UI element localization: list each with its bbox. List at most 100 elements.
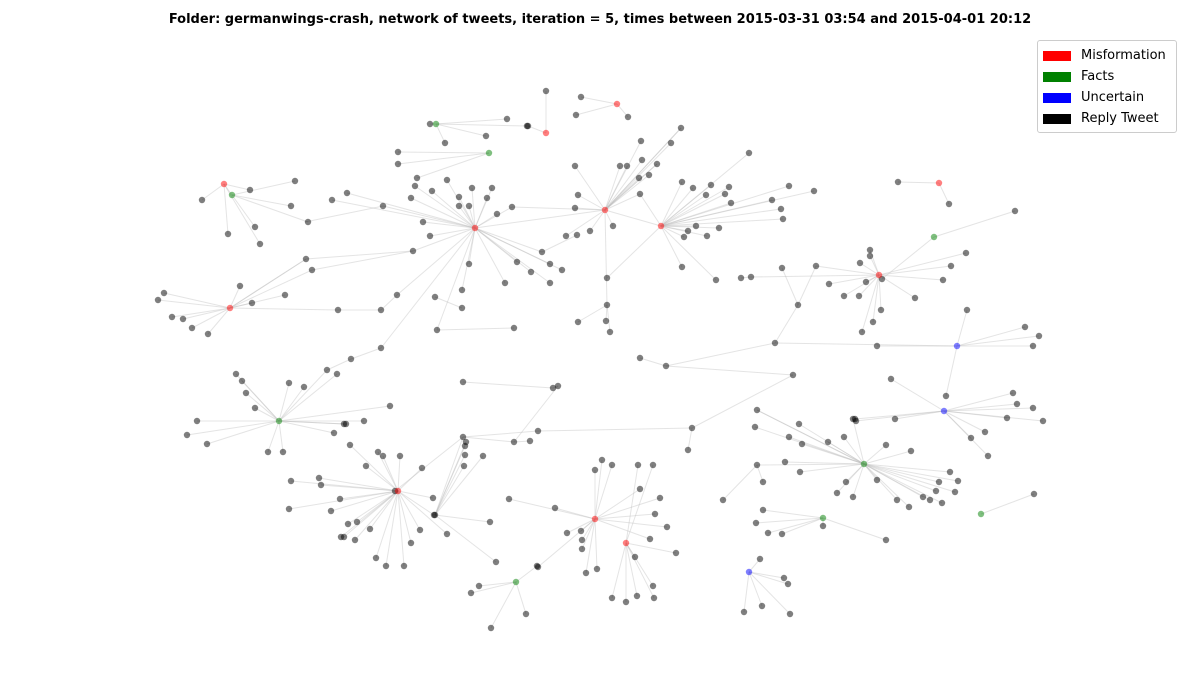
reply-tweet-node bbox=[1009, 389, 1017, 397]
reply-tweet-node bbox=[493, 210, 501, 218]
graph-edge bbox=[660, 202, 732, 227]
reply-tweet-node bbox=[242, 389, 250, 397]
reply-tweet-node bbox=[894, 178, 902, 186]
graph-edge bbox=[468, 205, 476, 229]
reply-tweet-node bbox=[680, 233, 688, 241]
misinformation-tweet-node bbox=[220, 180, 228, 188]
reply-tweet-node bbox=[291, 177, 299, 185]
graph-edge bbox=[863, 463, 956, 493]
reply-tweet-node bbox=[510, 324, 518, 332]
reply-tweet-node bbox=[574, 191, 582, 199]
reply-tweet-node bbox=[198, 196, 206, 204]
graph-edge bbox=[462, 381, 554, 389]
graph-edge bbox=[331, 199, 476, 229]
graph-edge bbox=[577, 304, 608, 323]
reply-tweet-node bbox=[508, 203, 516, 211]
reply-tweet-node bbox=[747, 273, 755, 281]
reply-tweet-node bbox=[684, 227, 692, 235]
reply-tweet-node bbox=[778, 264, 786, 272]
graph-edge bbox=[397, 455, 401, 492]
reply-tweet-node bbox=[824, 438, 832, 446]
reply-tweet-node bbox=[862, 278, 870, 286]
graph-edge bbox=[863, 463, 924, 498]
graph-edge bbox=[318, 477, 399, 492]
graph-edge bbox=[434, 454, 466, 516]
reply-tweet-node bbox=[285, 505, 293, 513]
reply-tweet-node bbox=[753, 406, 761, 414]
reply-tweet-node bbox=[460, 462, 468, 470]
reply-tweet-node bbox=[602, 317, 610, 325]
reply-tweet-node bbox=[251, 404, 259, 412]
node-layer bbox=[154, 87, 1047, 632]
reply-tweet-node bbox=[623, 162, 631, 170]
reply-tweet-node bbox=[855, 292, 863, 300]
graph-edge bbox=[382, 205, 476, 229]
graph-edge bbox=[574, 165, 606, 211]
misinformation-tweet-node bbox=[657, 222, 665, 230]
graph-edge bbox=[431, 190, 476, 229]
reply-tweet-node bbox=[426, 232, 434, 240]
graph-edge bbox=[594, 488, 641, 520]
reply-tweet-node bbox=[939, 276, 947, 284]
graph-edge bbox=[660, 194, 707, 227]
graph-edge bbox=[245, 392, 280, 422]
reply-tweet-node bbox=[327, 507, 335, 515]
graph-edge bbox=[478, 581, 517, 587]
graph-edge bbox=[774, 342, 958, 347]
graph-edge bbox=[611, 542, 627, 599]
reply-tweet-node bbox=[574, 318, 582, 326]
reply-tweet-node bbox=[238, 377, 246, 385]
graph-edge bbox=[748, 571, 763, 607]
graph-edge bbox=[410, 197, 476, 229]
reply-tweet-node bbox=[768, 196, 776, 204]
graph-edge bbox=[594, 518, 651, 540]
reply-tweet-node bbox=[416, 526, 424, 534]
fact-tweet-node bbox=[819, 514, 827, 522]
reply-tweet-node bbox=[203, 440, 211, 448]
graph-edge bbox=[435, 123, 446, 144]
reply-tweet-node bbox=[264, 448, 272, 456]
graph-edge bbox=[722, 464, 758, 501]
graph-edge bbox=[369, 490, 399, 530]
reply-tweet-node bbox=[578, 536, 586, 544]
reply-tweet-node bbox=[248, 299, 256, 307]
graph-edge bbox=[311, 250, 414, 271]
reply-tweet-node bbox=[549, 384, 557, 392]
reply-tweet-node bbox=[636, 354, 644, 362]
reply-tweet-node bbox=[752, 519, 760, 527]
graph-edge bbox=[577, 194, 606, 211]
graph-edge bbox=[515, 565, 538, 583]
graph-edge bbox=[223, 183, 251, 191]
reply-tweet-node bbox=[882, 441, 890, 449]
reply-tweet-node bbox=[461, 451, 469, 459]
reply-tweet-node bbox=[479, 452, 487, 460]
graph-edge bbox=[201, 183, 225, 201]
reply-tweet-node bbox=[351, 536, 359, 544]
reply-tweet-node bbox=[935, 478, 943, 486]
reply-tweet-node bbox=[662, 362, 670, 370]
graph-edge bbox=[163, 292, 231, 309]
reply-tweet-node bbox=[919, 493, 927, 501]
reply-tweet-node bbox=[945, 200, 953, 208]
reply-tweet-node bbox=[622, 598, 630, 606]
reply-tweet-node bbox=[1003, 414, 1011, 422]
graph-edge bbox=[474, 227, 551, 284]
graph-edge bbox=[490, 581, 517, 629]
graph-edge bbox=[604, 159, 643, 211]
reply-tweet-node bbox=[1039, 417, 1047, 425]
reply-tweet-node bbox=[812, 262, 820, 270]
graph-edge bbox=[278, 386, 305, 422]
graph-edge bbox=[589, 209, 606, 232]
reply-tweet-node bbox=[866, 252, 874, 260]
graph-edge bbox=[755, 517, 824, 524]
graph-edge bbox=[474, 187, 493, 229]
graph-edge bbox=[784, 461, 865, 465]
reply-tweet-node bbox=[645, 171, 653, 179]
reply-tweet-node bbox=[840, 433, 848, 441]
reply-tweet-node bbox=[637, 137, 645, 145]
graph-edge bbox=[743, 571, 750, 613]
legend-label: Uncertain bbox=[1081, 90, 1145, 105]
graph-edge bbox=[625, 542, 655, 599]
graph-edge bbox=[660, 187, 694, 227]
reply-tweet-node bbox=[526, 437, 534, 445]
